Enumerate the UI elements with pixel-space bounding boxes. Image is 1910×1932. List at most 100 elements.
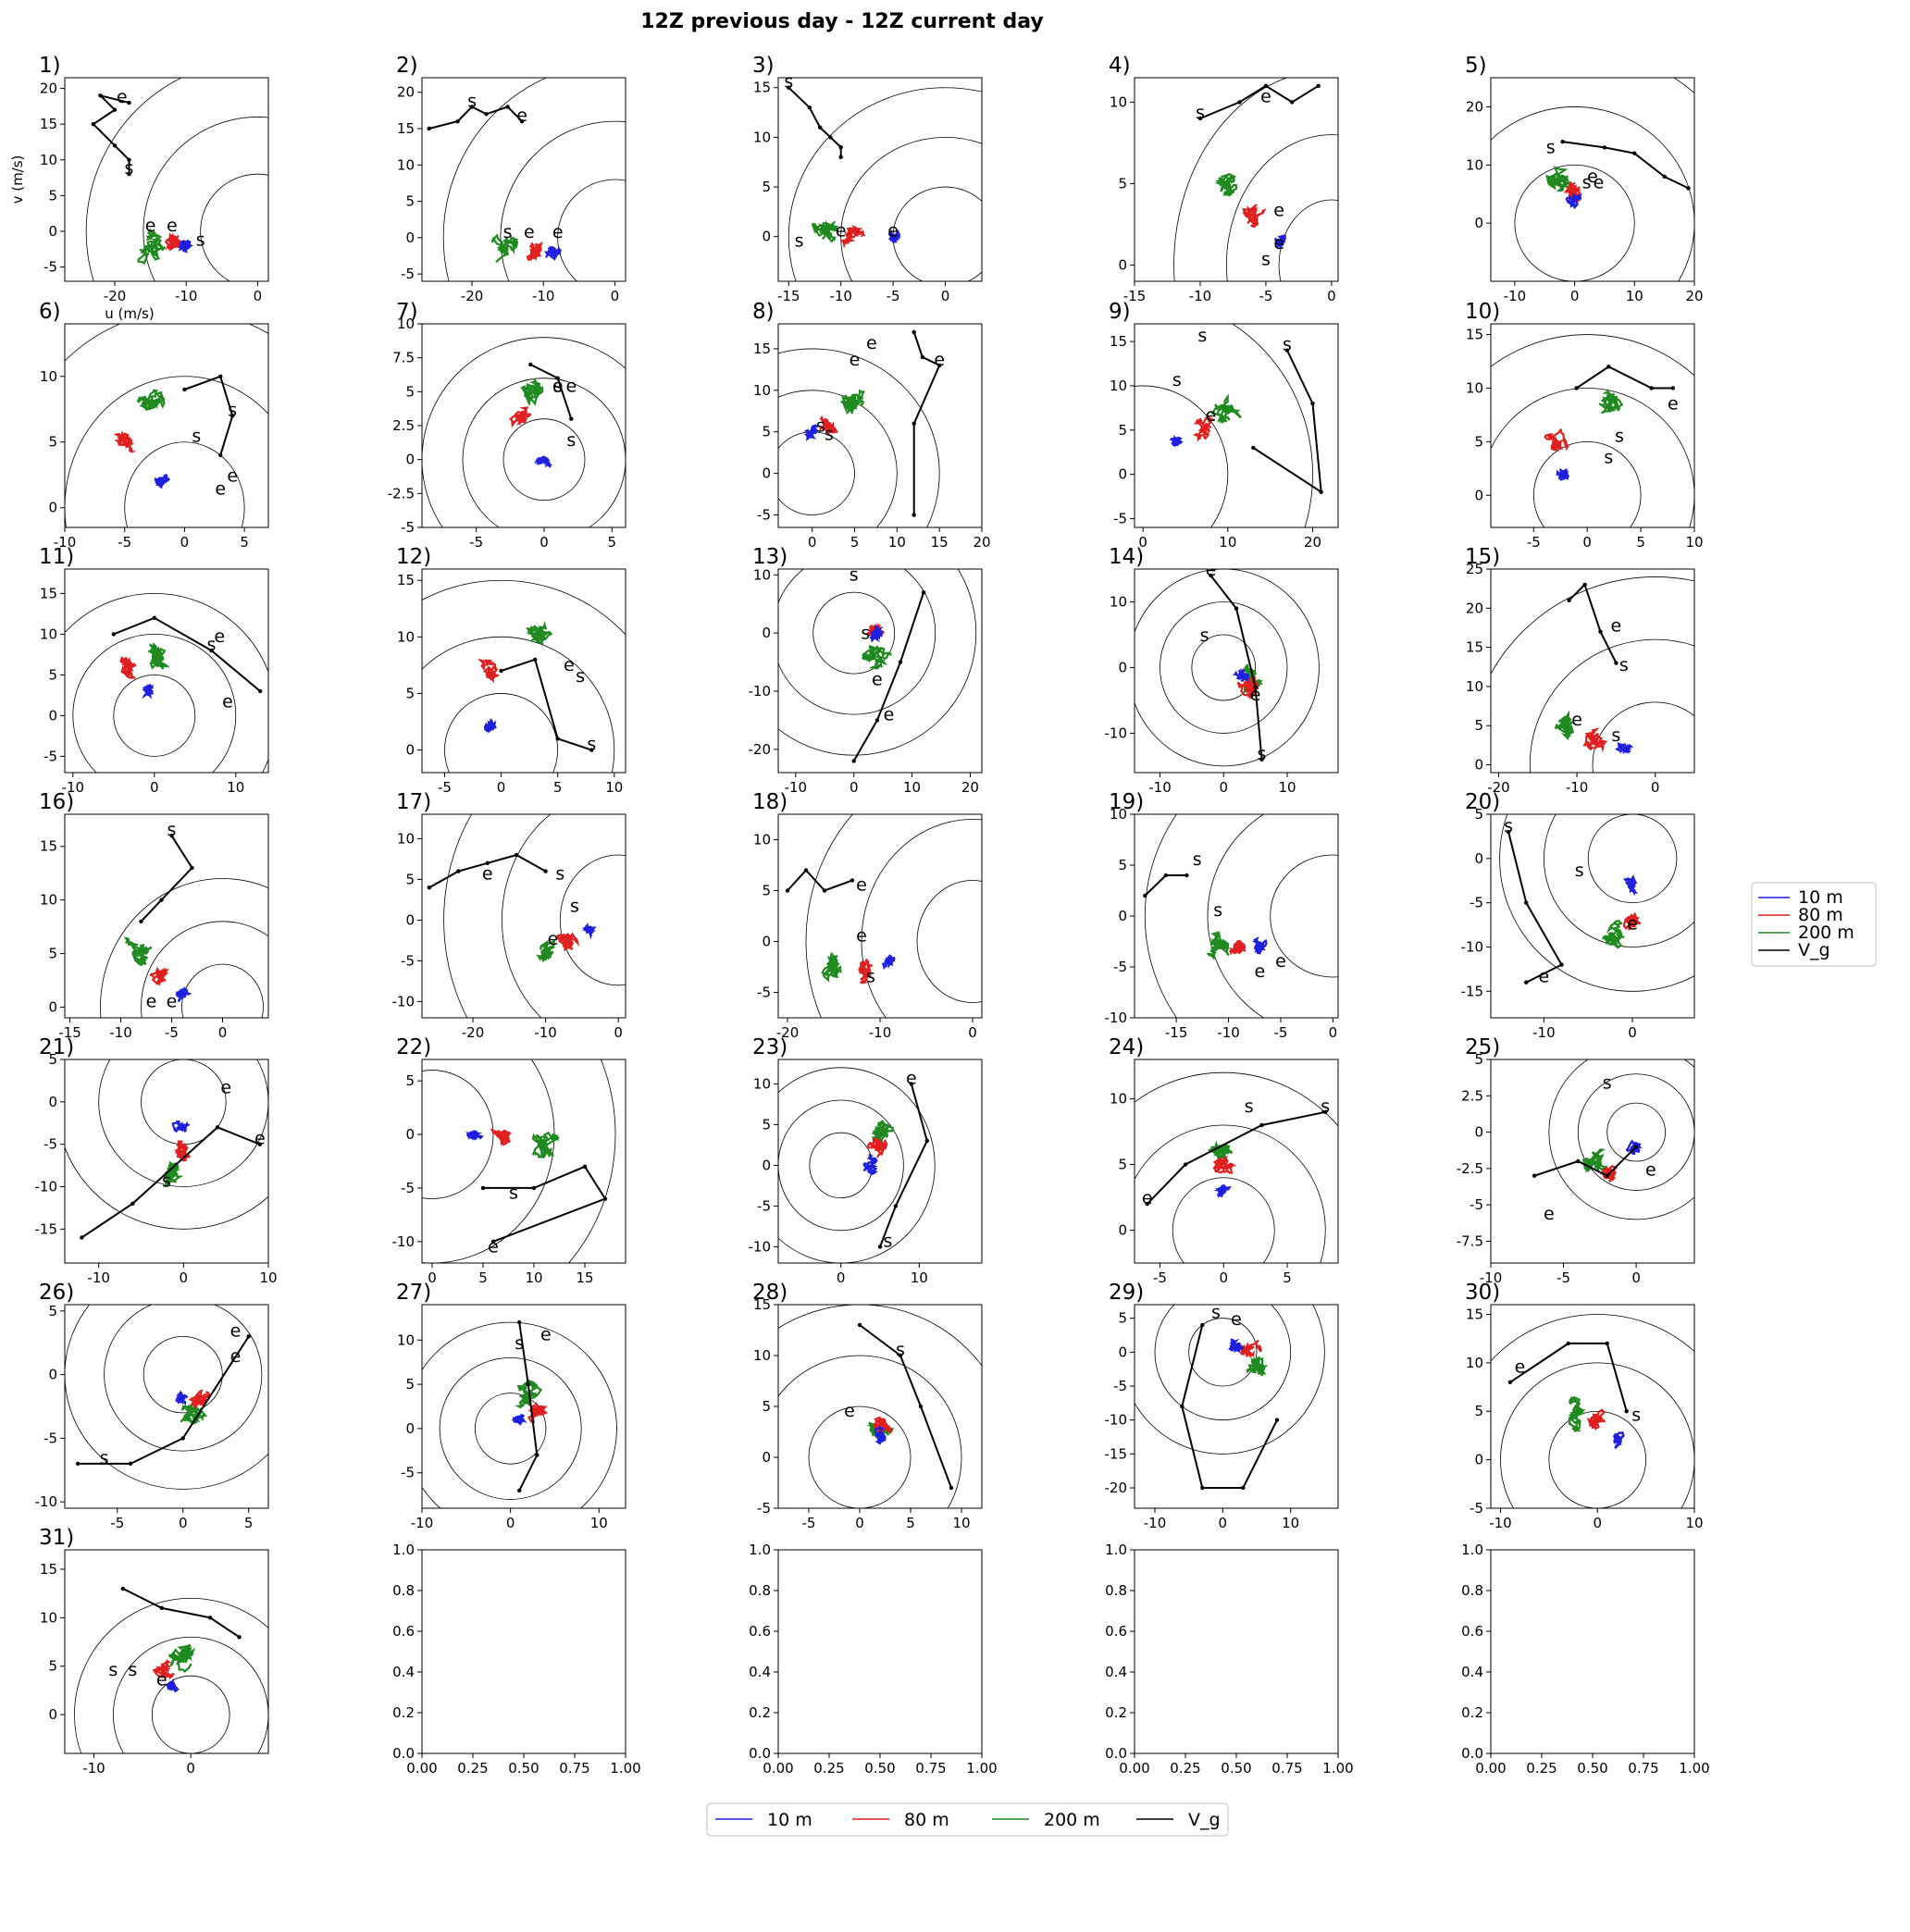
- y-tick-label: 1.0: [1105, 1542, 1127, 1558]
- plot-area: se: [1491, 1314, 1694, 1508]
- vg-point: [159, 1605, 164, 1611]
- start-marker: s: [1582, 172, 1592, 192]
- x-tick-label: 20: [973, 534, 990, 551]
- trace-200m: [490, 233, 519, 264]
- trace-80m: [149, 966, 170, 986]
- vg-point: [912, 421, 916, 426]
- range-circle: [1270, 854, 1338, 978]
- x-tick-label: 0: [1329, 1024, 1338, 1041]
- y-tick-label: 15: [40, 585, 57, 601]
- y-tick-label: 0: [1474, 850, 1483, 867]
- plot-area: s ee: [65, 1305, 268, 1490]
- x-tick-label: -10: [829, 288, 852, 304]
- x-tick-label: 0: [179, 1515, 188, 1531]
- y-tick-label: 10: [397, 316, 415, 332]
- y-tick-label: 0: [1474, 1452, 1483, 1468]
- range-circle: [443, 814, 473, 1018]
- x-tick-label: 0: [540, 534, 549, 551]
- trace-10m: [1233, 667, 1249, 683]
- x-tick-label: 0: [941, 288, 950, 304]
- trace-10m: [534, 455, 552, 469]
- vg-point: [850, 878, 855, 883]
- end-marker: e: [1273, 201, 1284, 221]
- y-tick-label: 5: [405, 871, 415, 887]
- start-marker: s: [1619, 655, 1629, 675]
- end-marker: e: [230, 1346, 242, 1367]
- y-tick-label: -5: [1113, 510, 1127, 526]
- end-marker: e: [524, 222, 535, 242]
- y-tick-label: 0: [405, 742, 415, 759]
- vg-point: [921, 589, 926, 595]
- x-tick-label: 0.00: [406, 1760, 437, 1777]
- vg-point: [1649, 386, 1654, 390]
- y-tick-label: -5: [43, 1430, 57, 1446]
- start-marker: s: [861, 623, 870, 643]
- x-tick-label: -20: [462, 1024, 485, 1041]
- trace-10m: [881, 953, 897, 971]
- x-tick-label: -10: [87, 1269, 110, 1286]
- start-marker: s: [192, 427, 201, 447]
- range-circle: [1673, 78, 1694, 94]
- y-tick-label: -5: [401, 1465, 415, 1481]
- vg-point: [1310, 401, 1315, 406]
- trace-80m: [1212, 1155, 1237, 1174]
- y-tick-label: 10: [753, 1347, 771, 1364]
- start-marker: s: [1196, 103, 1205, 123]
- vg-point: [517, 1319, 522, 1325]
- end-marker: e: [1587, 167, 1598, 187]
- trace-200m: [1602, 919, 1625, 949]
- y-tick-label: -10: [749, 683, 772, 700]
- vg-point: [112, 107, 118, 112]
- range-circle: [778, 390, 898, 527]
- panel-3: s s e e -15 -10 -5 0 0 5 10 15 3): [752, 54, 983, 304]
- panel-9: s s s e 0 10 20 -5 0 5 10 15 9): [1109, 300, 1339, 551]
- trace-vg: [1509, 1342, 1628, 1412]
- y-tick-label: -5: [43, 1136, 57, 1153]
- trace-10m: [887, 229, 901, 243]
- start-marker: s: [125, 158, 134, 179]
- y-tick-label: 5: [1474, 1403, 1483, 1419]
- vg-point: [1253, 685, 1258, 689]
- trace-vg: [859, 1324, 952, 1489]
- x-tick-label: -5: [802, 1515, 816, 1531]
- trace-10m: [483, 718, 497, 735]
- trace-10m: [1273, 234, 1287, 250]
- y-tick-label: -2.5: [388, 485, 415, 502]
- y-tick-label: 15: [753, 341, 771, 357]
- end-marker: e: [1645, 1160, 1656, 1181]
- vg-point: [505, 105, 510, 109]
- y-tick-label: -20: [749, 741, 772, 758]
- y-tick-label: 0: [762, 625, 771, 641]
- y-tick-label: -10: [1461, 938, 1484, 955]
- trace-80m: [1622, 912, 1642, 932]
- vg-point: [159, 898, 164, 902]
- plot-area: sse: [422, 579, 626, 773]
- range-circle: [1606, 1102, 1666, 1162]
- vg-point: [555, 737, 560, 741]
- range-circle: [65, 376, 268, 527]
- panel-label: 25): [1465, 1035, 1500, 1059]
- y-tick-label: 15: [1110, 333, 1127, 350]
- x-tick-label: 0.75: [1628, 1760, 1658, 1777]
- axes-frame: [421, 1549, 626, 1754]
- vg-point: [1524, 900, 1529, 905]
- vg-point: [485, 861, 490, 865]
- start-marker: s: [1283, 335, 1292, 355]
- y-tick-label: 10: [40, 368, 57, 385]
- x-tick-label: -10: [869, 1024, 892, 1041]
- y-tick-label: 1.0: [392, 1542, 415, 1558]
- trace-vg: [1144, 874, 1187, 897]
- x-tick-label: -10: [175, 288, 198, 304]
- y-tick-label: 0.2: [1461, 1704, 1483, 1721]
- trace-10m: [1228, 1338, 1245, 1354]
- y-tick-label: 10: [1466, 1355, 1483, 1371]
- y-tick-label: 0: [405, 229, 415, 246]
- panel-label: 15): [1465, 545, 1500, 569]
- end-marker: e: [1275, 951, 1286, 972]
- y-tick-label: -5: [43, 748, 57, 764]
- y-tick-label: -15: [35, 1220, 58, 1237]
- start-marker: s: [1193, 849, 1202, 870]
